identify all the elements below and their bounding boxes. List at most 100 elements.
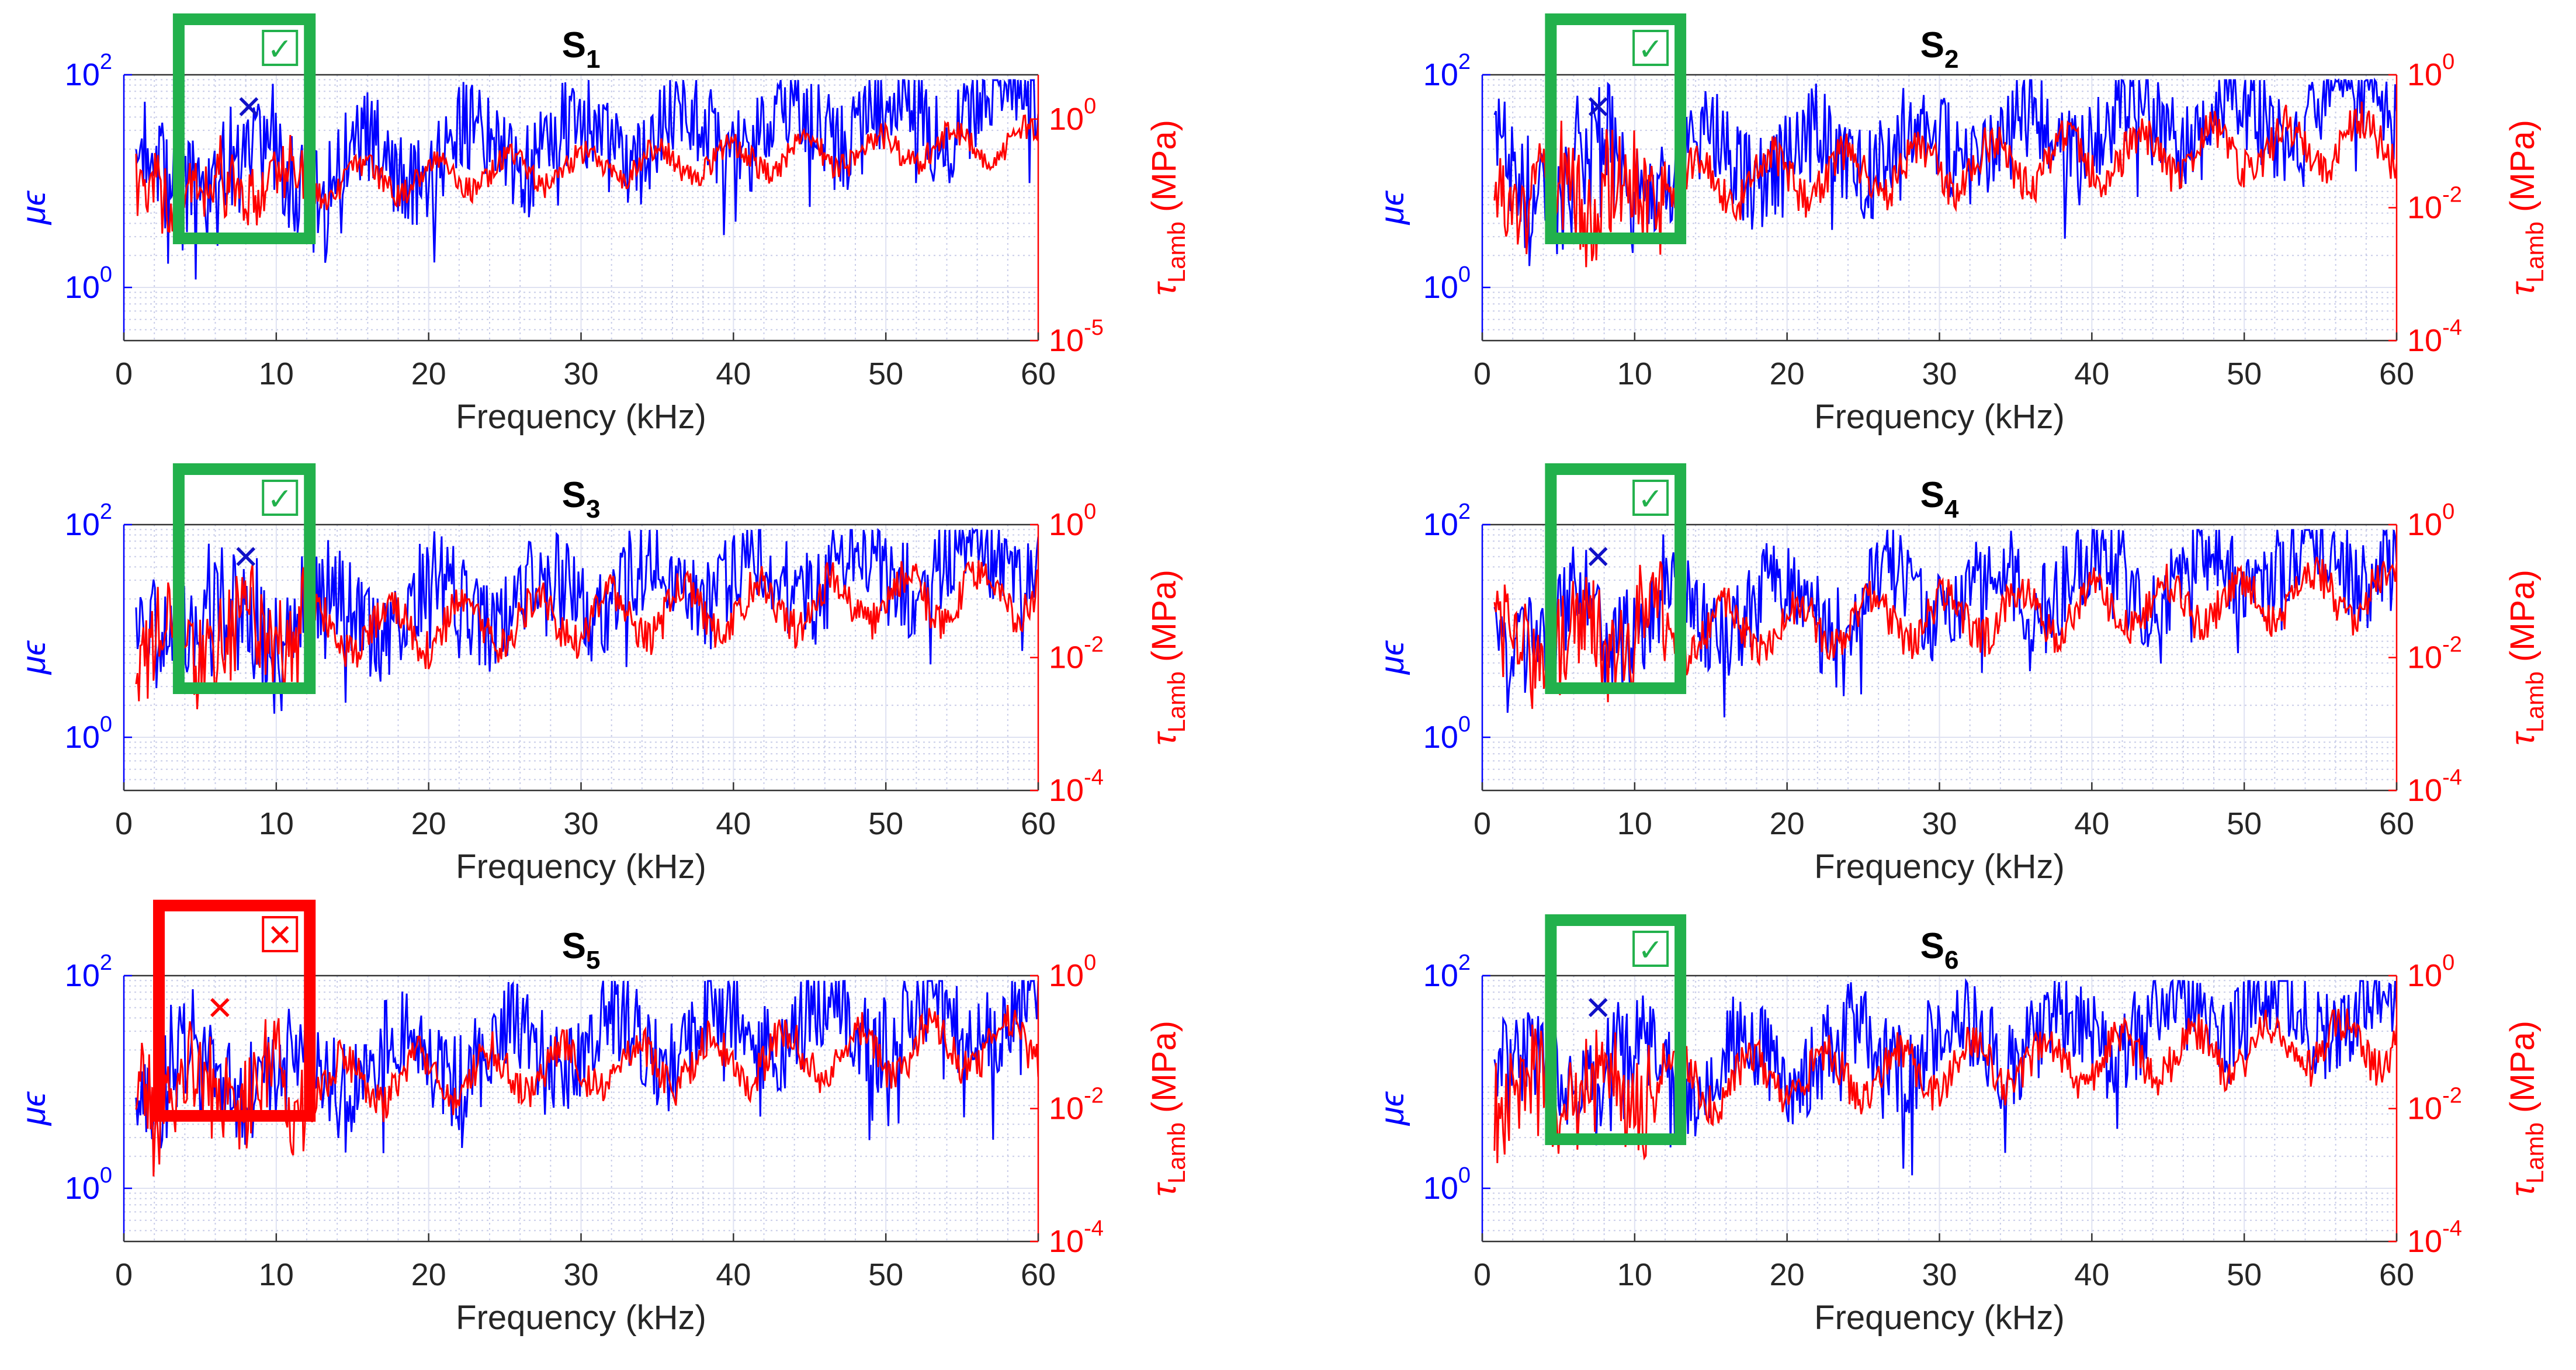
peak-marker: ✕ [1585,89,1612,126]
check-icon: ✓ [1638,483,1663,516]
series-line-tau-lamb [135,115,1038,243]
x-tick-label: 30 [563,356,598,391]
x-tick-label: 30 [1922,1257,1957,1292]
x-tick-label: 0 [1474,1257,1491,1292]
check-icon: ✓ [1638,33,1663,67]
traces [135,527,1038,714]
series-line-tau-lamb [1493,556,2397,709]
x-tick-label: 20 [411,1257,446,1292]
left-y-axis-label: μϵ [1373,640,1411,675]
x-tick-label: 30 [1922,806,1957,841]
check-icon-frame [262,30,299,66]
x-tick-label: 10 [259,1257,294,1292]
right-y-tick-label: 100 [1049,94,1096,137]
left-y-tick-label: 100 [1423,1163,1471,1206]
traces [135,980,1038,1177]
right-y-axis-label: τLamb (MPa) [2504,120,2549,296]
right-y-tick-label: 10-2 [2407,1084,2462,1126]
right-y-tick-label: 10-2 [1049,633,1104,675]
x-tick-label: 20 [1770,356,1805,391]
check-icon: ✓ [267,33,293,67]
right-y-axis-label: τLamb (MPa) [2504,1021,2549,1196]
left-y-tick-label: 102 [1423,50,1471,92]
peak-marker: ✕ [232,539,259,575]
x-tick-label: 40 [2074,806,2109,841]
left-y-tick-label: 102 [1423,500,1471,542]
x-tick-label: 40 [2074,356,2109,391]
x-tick-label: 0 [1474,356,1491,391]
pass-box [172,463,316,694]
peak-marker: ✕ [1585,990,1612,1026]
x-tick-label: 60 [1021,1257,1056,1292]
x-tick-label: 50 [2227,1257,2262,1292]
check-icon-frame [1632,931,1669,967]
right-y-axis-label: τLamb (MPa) [1145,120,1190,296]
series-line-strain [135,78,1038,280]
x-tick-label: 60 [2379,1257,2414,1292]
left-y-tick-label: 100 [65,1163,112,1206]
right-y-tick-label: 10-2 [2407,633,2462,675]
right-y-tick-label: 10-2 [1049,1084,1104,1126]
left-y-tick-label: 102 [65,500,112,542]
chart-panel-2: 0 10 20 30 40 50 60 Frequency (kHz) 102 100 μϵ 100 1… [1373,13,2549,436]
chart-title: S3 [562,475,601,523]
x-tick-label: 20 [411,806,446,841]
check-icon: ✓ [267,483,293,516]
traces [1493,77,2397,268]
right-y-tick-label: 10-2 [2407,183,2462,226]
series-line-strain [1493,77,2397,266]
series-line-strain [135,980,1038,1153]
right-y-tick-label: 100 [2407,500,2454,542]
check-icon-frame [1632,480,1669,516]
x-tick-label: 30 [563,806,598,841]
x-tick-label: 40 [716,1257,751,1292]
check-icon-frame [1632,30,1669,66]
chart-title: S1 [562,25,601,74]
left-y-tick-label: 102 [65,50,112,92]
check-icon: ✓ [1638,934,1663,967]
left-y-axis-label: μϵ [15,1091,53,1126]
right-y-tick-label: 10-4 [2407,1216,2462,1259]
cross-icon: ✕ [267,919,293,953]
x-tick-label: 50 [868,356,903,391]
right-y-tick-label: 10-4 [2407,315,2462,358]
series-line-tau-lamb [1493,1008,2397,1163]
peak-marker: ✕ [206,990,234,1026]
x-axis-label: Frequency (kHz) [456,1299,706,1337]
x-tick-label: 50 [2227,356,2262,391]
chart-panel-3: 0 10 20 30 40 50 60 Frequency (kHz) 102 100 μϵ 100 1… [15,463,1190,886]
x-tick-label: 40 [716,806,751,841]
pass-box [1545,463,1687,694]
fail-box [152,900,316,1122]
right-y-axis-label: τLamb (MPa) [2504,570,2549,745]
x-tick-label: 50 [868,1257,903,1292]
chart-title: S5 [562,926,601,974]
right-y-tick-label: 10-4 [1049,1216,1104,1259]
x-tick-label: 60 [1021,806,1056,841]
x-tick-label: 60 [1021,356,1056,391]
right-y-tick-label: 10-4 [1049,765,1104,808]
x-axis-label: Frequency (kHz) [456,848,706,886]
right-y-tick-label: 10-5 [1049,315,1104,358]
chart-title: S4 [1920,475,1959,523]
chart-panel-4: 0 10 20 30 40 50 60 Frequency (kHz) 102 100 μϵ 100 1… [1373,463,2549,886]
series-line-tau-lamb [1493,101,2397,268]
x-axis-label: Frequency (kHz) [456,398,706,436]
right-y-tick-label: 100 [1049,951,1096,993]
traces [1493,529,2397,717]
left-y-tick-label: 102 [65,951,112,993]
left-y-tick-label: 100 [65,712,112,755]
x-tick-label: 30 [1922,356,1957,391]
x-tick-label: 30 [563,1257,598,1292]
right-y-tick-label: 10-4 [2407,765,2462,808]
x-tick-label: 50 [868,806,903,841]
x-tick-label: 10 [1617,806,1652,841]
grid [124,75,1038,341]
pass-box [1545,13,1687,244]
chart-panel-5: 0 10 20 30 40 50 60 Frequency (kHz) 102 100 μϵ 100 1… [15,900,1190,1337]
grid [124,976,1038,1241]
x-tick-label: 20 [1770,806,1805,841]
series-line-tau-lamb [135,560,1038,710]
pass-box [172,13,316,244]
